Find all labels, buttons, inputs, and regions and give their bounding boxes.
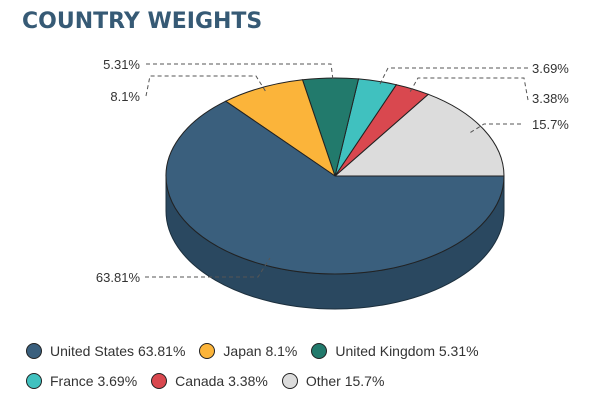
leader-us: [145, 257, 271, 278]
legend-item-japan[interactable]: Japan 8.1%: [199, 341, 297, 361]
legend: United States 63.81% Japan 8.1% United K…: [26, 341, 596, 391]
legend-item-canada[interactable]: Canada 3.38%: [151, 371, 268, 391]
label-canada: 3.38%: [532, 91, 569, 106]
legend-swatch-icon: [26, 373, 42, 389]
legend-swatch-icon: [26, 343, 42, 359]
leader-lines: [145, 63, 529, 278]
legend-label: United Kingdom 5.31%: [335, 343, 479, 359]
pie-top: [165, 77, 505, 275]
chart-title: COUNTRY WEIGHTS: [22, 9, 263, 34]
legend-item-united-states[interactable]: United States 63.81%: [26, 341, 185, 361]
legend-item-france[interactable]: France 3.69%: [26, 371, 137, 391]
leader-uk: [146, 63, 334, 81]
legend-label: France 3.69%: [50, 373, 138, 389]
legend-swatch-icon: [311, 343, 328, 359]
leader-canada: [409, 77, 529, 101]
leader-france: [379, 67, 528, 85]
slice-other[interactable]: [333, 93, 505, 177]
label-us: 63.81%: [96, 270, 141, 285]
label-france: 3.69%: [532, 61, 569, 76]
legend-swatch-icon: [151, 373, 168, 389]
legend-item-united-kingdom[interactable]: United Kingdom 5.31%: [311, 341, 479, 361]
leader-japan: [145, 75, 267, 97]
legend-label: Japan 8.1%: [223, 343, 298, 359]
label-japan: 8.1%: [110, 89, 140, 104]
legend-label: Canada 3.38%: [175, 373, 268, 389]
legend-label: Other 15.7%: [305, 373, 385, 389]
slice-united-states[interactable]: [165, 100, 505, 275]
legend-item-other[interactable]: Other 15.7%: [281, 371, 385, 391]
legend-label: United States 63.81%: [50, 343, 186, 359]
label-other: 15.7%: [532, 117, 569, 132]
legend-swatch-icon: [199, 343, 216, 359]
leader-other: [467, 123, 521, 135]
legend-swatch-icon: [281, 373, 298, 389]
label-uk: 5.31%: [103, 57, 140, 72]
